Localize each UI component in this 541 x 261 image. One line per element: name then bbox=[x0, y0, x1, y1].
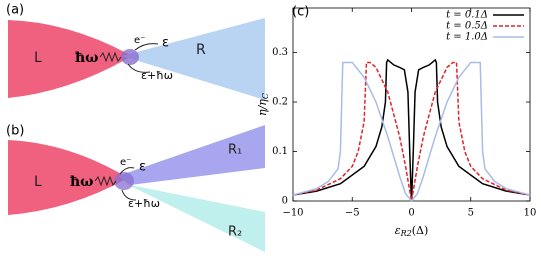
lead-label: L bbox=[34, 50, 42, 66]
lead-left bbox=[8, 140, 128, 215]
energy-label: ε bbox=[139, 160, 146, 175]
x-tick-label: −10 bbox=[282, 208, 303, 219]
y-axis-label-part: C bbox=[261, 93, 270, 99]
x-axis-label-part: (Δ) bbox=[412, 224, 429, 237]
panel-label: (c) bbox=[292, 5, 309, 20]
arrow-out bbox=[127, 63, 151, 73]
series-line bbox=[292, 58, 531, 202]
x-tick-label: −5 bbox=[345, 208, 360, 219]
lead-right-1 bbox=[118, 125, 265, 185]
y-tick-label: 0.2 bbox=[272, 97, 288, 108]
photon-wave bbox=[94, 175, 117, 187]
y-tick-label: 0.1 bbox=[272, 146, 288, 157]
x-tick-label: 0 bbox=[408, 208, 414, 219]
photon-label: ħω bbox=[75, 50, 99, 66]
y-tick-label: 0 bbox=[282, 196, 288, 207]
x-axis-label: εR2(Δ) bbox=[395, 224, 429, 238]
lead-label: R bbox=[196, 42, 206, 58]
lead-right bbox=[122, 18, 265, 100]
lead-right-2 bbox=[118, 180, 265, 252]
energy-label: ε bbox=[162, 36, 169, 51]
panel-label: (b) bbox=[6, 124, 24, 139]
y-axis-label: η/ηC bbox=[256, 93, 270, 116]
photon-label: ħω bbox=[70, 174, 94, 190]
x-axis-label-part: ε bbox=[395, 224, 401, 237]
lead-left bbox=[8, 20, 132, 98]
arrow-in bbox=[134, 43, 159, 51]
energy-label: ε+ħω bbox=[128, 197, 160, 210]
energy-label: ε+ħω bbox=[141, 69, 173, 82]
x-tick-label: 5 bbox=[468, 208, 474, 219]
series-line bbox=[292, 61, 531, 203]
lead-label: R₂ bbox=[228, 225, 242, 240]
panel-label: (a) bbox=[6, 3, 24, 18]
electron-label: e⁻ bbox=[134, 35, 145, 46]
junction bbox=[121, 49, 139, 65]
diagram-a: (a) L R ħω e⁻ ε ε+ħω bbox=[6, 3, 265, 100]
lead-label: R₁ bbox=[228, 143, 242, 158]
arrow-out bbox=[121, 189, 137, 201]
junction bbox=[114, 172, 134, 190]
electron-label: e⁻ bbox=[120, 157, 131, 168]
x-axis-label-part: R2 bbox=[400, 229, 412, 238]
diagram-b: (b) L R₁ R₂ ħω e⁻ ε ε+ħω bbox=[6, 124, 265, 252]
y-tick-label: 0.3 bbox=[272, 47, 288, 58]
photon-wave bbox=[99, 51, 122, 63]
legend-label: t = 1.0Δ bbox=[446, 32, 488, 43]
x-tick-label: 10 bbox=[524, 208, 537, 219]
legend-label: t = 0.1Δ bbox=[446, 10, 488, 21]
y-axis-label-part: η/η bbox=[256, 99, 269, 116]
legend-label: t = 0.5Δ bbox=[446, 21, 488, 32]
arrow-in bbox=[119, 167, 135, 175]
lead-label: L bbox=[34, 174, 42, 190]
